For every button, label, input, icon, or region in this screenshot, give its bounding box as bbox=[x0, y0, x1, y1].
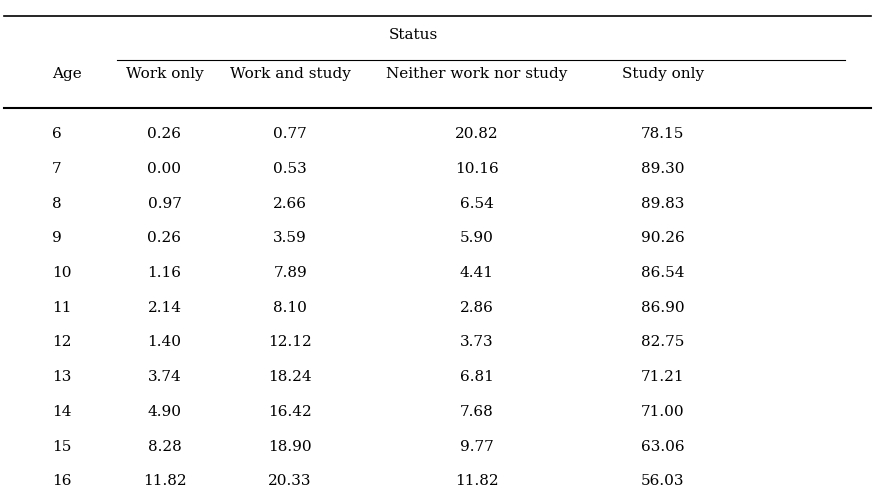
Text: 7.68: 7.68 bbox=[459, 405, 493, 419]
Text: 20.82: 20.82 bbox=[455, 127, 499, 141]
Text: 11: 11 bbox=[52, 301, 72, 315]
Text: 10: 10 bbox=[52, 266, 72, 280]
Text: 3.59: 3.59 bbox=[273, 231, 307, 246]
Text: 0.77: 0.77 bbox=[273, 127, 307, 141]
Text: 16.42: 16.42 bbox=[269, 405, 312, 419]
Text: 7.89: 7.89 bbox=[273, 266, 307, 280]
Text: Work and study: Work and study bbox=[230, 67, 351, 81]
Text: 20.33: 20.33 bbox=[269, 474, 312, 488]
Text: 18.24: 18.24 bbox=[269, 370, 312, 384]
Text: 86.54: 86.54 bbox=[641, 266, 684, 280]
Text: 6.54: 6.54 bbox=[459, 197, 493, 210]
Text: 4.41: 4.41 bbox=[459, 266, 493, 280]
Text: 9.77: 9.77 bbox=[459, 440, 493, 453]
Text: 10.16: 10.16 bbox=[455, 162, 499, 176]
Text: 2.66: 2.66 bbox=[273, 197, 307, 210]
Text: 71.00: 71.00 bbox=[641, 405, 684, 419]
Text: 3.74: 3.74 bbox=[148, 370, 181, 384]
Text: 89.83: 89.83 bbox=[641, 197, 684, 210]
Text: 8.28: 8.28 bbox=[148, 440, 181, 453]
Text: 12.12: 12.12 bbox=[269, 336, 312, 349]
Text: 14: 14 bbox=[52, 405, 72, 419]
Text: Status: Status bbox=[389, 28, 438, 42]
Text: 82.75: 82.75 bbox=[641, 336, 684, 349]
Text: Age: Age bbox=[52, 67, 81, 81]
Text: 3.73: 3.73 bbox=[459, 336, 493, 349]
Text: 1.16: 1.16 bbox=[148, 266, 181, 280]
Text: 8: 8 bbox=[52, 197, 61, 210]
Text: Work only: Work only bbox=[126, 67, 203, 81]
Text: 6.81: 6.81 bbox=[459, 370, 493, 384]
Text: 0.53: 0.53 bbox=[273, 162, 307, 176]
Text: 71.21: 71.21 bbox=[641, 370, 684, 384]
Text: 0.97: 0.97 bbox=[148, 197, 181, 210]
Text: 16: 16 bbox=[52, 474, 72, 488]
Text: 86.90: 86.90 bbox=[641, 301, 684, 315]
Text: 2.86: 2.86 bbox=[459, 301, 493, 315]
Text: 12: 12 bbox=[52, 336, 72, 349]
Text: 11.82: 11.82 bbox=[143, 474, 186, 488]
Text: 89.30: 89.30 bbox=[641, 162, 684, 176]
Text: 0.00: 0.00 bbox=[148, 162, 181, 176]
Text: 8.10: 8.10 bbox=[273, 301, 307, 315]
Text: Study only: Study only bbox=[622, 67, 704, 81]
Text: 78.15: 78.15 bbox=[641, 127, 684, 141]
Text: 6: 6 bbox=[52, 127, 61, 141]
Text: 63.06: 63.06 bbox=[641, 440, 684, 453]
Text: 4.90: 4.90 bbox=[148, 405, 181, 419]
Text: 90.26: 90.26 bbox=[641, 231, 685, 246]
Text: 9: 9 bbox=[52, 231, 61, 246]
Text: 11.82: 11.82 bbox=[455, 474, 499, 488]
Text: 7: 7 bbox=[52, 162, 61, 176]
Text: 2.14: 2.14 bbox=[148, 301, 181, 315]
Text: 56.03: 56.03 bbox=[641, 474, 684, 488]
Text: 5.90: 5.90 bbox=[459, 231, 493, 246]
Text: 1.40: 1.40 bbox=[148, 336, 181, 349]
Text: Neither work nor study: Neither work nor study bbox=[386, 67, 567, 81]
Text: 0.26: 0.26 bbox=[148, 231, 181, 246]
Text: 15: 15 bbox=[52, 440, 71, 453]
Text: 0.26: 0.26 bbox=[148, 127, 181, 141]
Text: 13: 13 bbox=[52, 370, 71, 384]
Text: 18.90: 18.90 bbox=[269, 440, 312, 453]
